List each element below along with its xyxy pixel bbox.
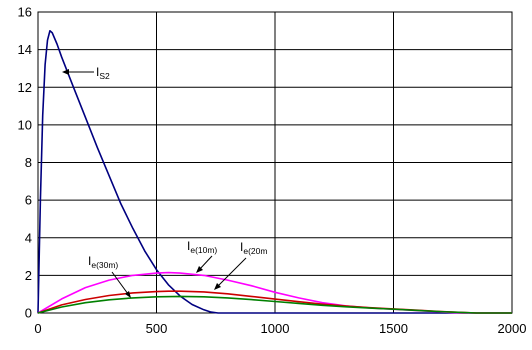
- y-tick-label: 6: [25, 193, 32, 208]
- series-line-1: [37, 30, 512, 314]
- annotation-label-ie20: Ie(20m: [240, 240, 267, 256]
- annotation-arrow-ie10: [198, 255, 213, 271]
- y-tick-label: 10: [18, 117, 32, 132]
- x-tick-label: 1500: [379, 321, 408, 336]
- y-tick-label: 16: [18, 5, 32, 20]
- annotation-arrow-ie30: [111, 271, 129, 295]
- annotation-arrow-ie20: [216, 257, 247, 288]
- y-tick-label: 14: [18, 42, 32, 57]
- y-tick-label: 2: [25, 268, 32, 283]
- annotation-is2: IS2: [62, 65, 110, 81]
- y-tick-label: 4: [25, 230, 32, 245]
- x-tick-label: 1000: [261, 321, 290, 336]
- x-tick-label: 2000: [498, 321, 527, 336]
- annotation-ie20: Ie(20m: [214, 240, 267, 290]
- grid: [38, 12, 512, 313]
- y-tick-label: 8: [25, 155, 32, 170]
- arrowhead-ie30: [125, 291, 131, 298]
- tick-labels: 0 2 4 6 8 10 12 14 16 0 500 1000 1500 2000: [18, 5, 527, 337]
- annotation-ie30: Ie(30m): [88, 254, 131, 298]
- y-tick-label: 0: [25, 306, 32, 321]
- y-tick-label: 12: [18, 80, 32, 95]
- arrowhead-is2: [62, 69, 69, 75]
- x-tick-label: 500: [146, 321, 168, 336]
- arrowhead-ie10: [196, 266, 203, 273]
- series-lines: [37, 30, 512, 314]
- x-tick-label: 0: [34, 321, 41, 336]
- annotation-label-ie10: Ie(10m): [187, 239, 217, 255]
- annotation-ie10: Ie(10m): [187, 239, 217, 273]
- annotation-label-ie30: Ie(30m): [88, 254, 118, 270]
- annotation-label-is2: IS2: [96, 65, 110, 81]
- arrowhead-ie20: [214, 283, 221, 290]
- series-line-4: [37, 295, 512, 314]
